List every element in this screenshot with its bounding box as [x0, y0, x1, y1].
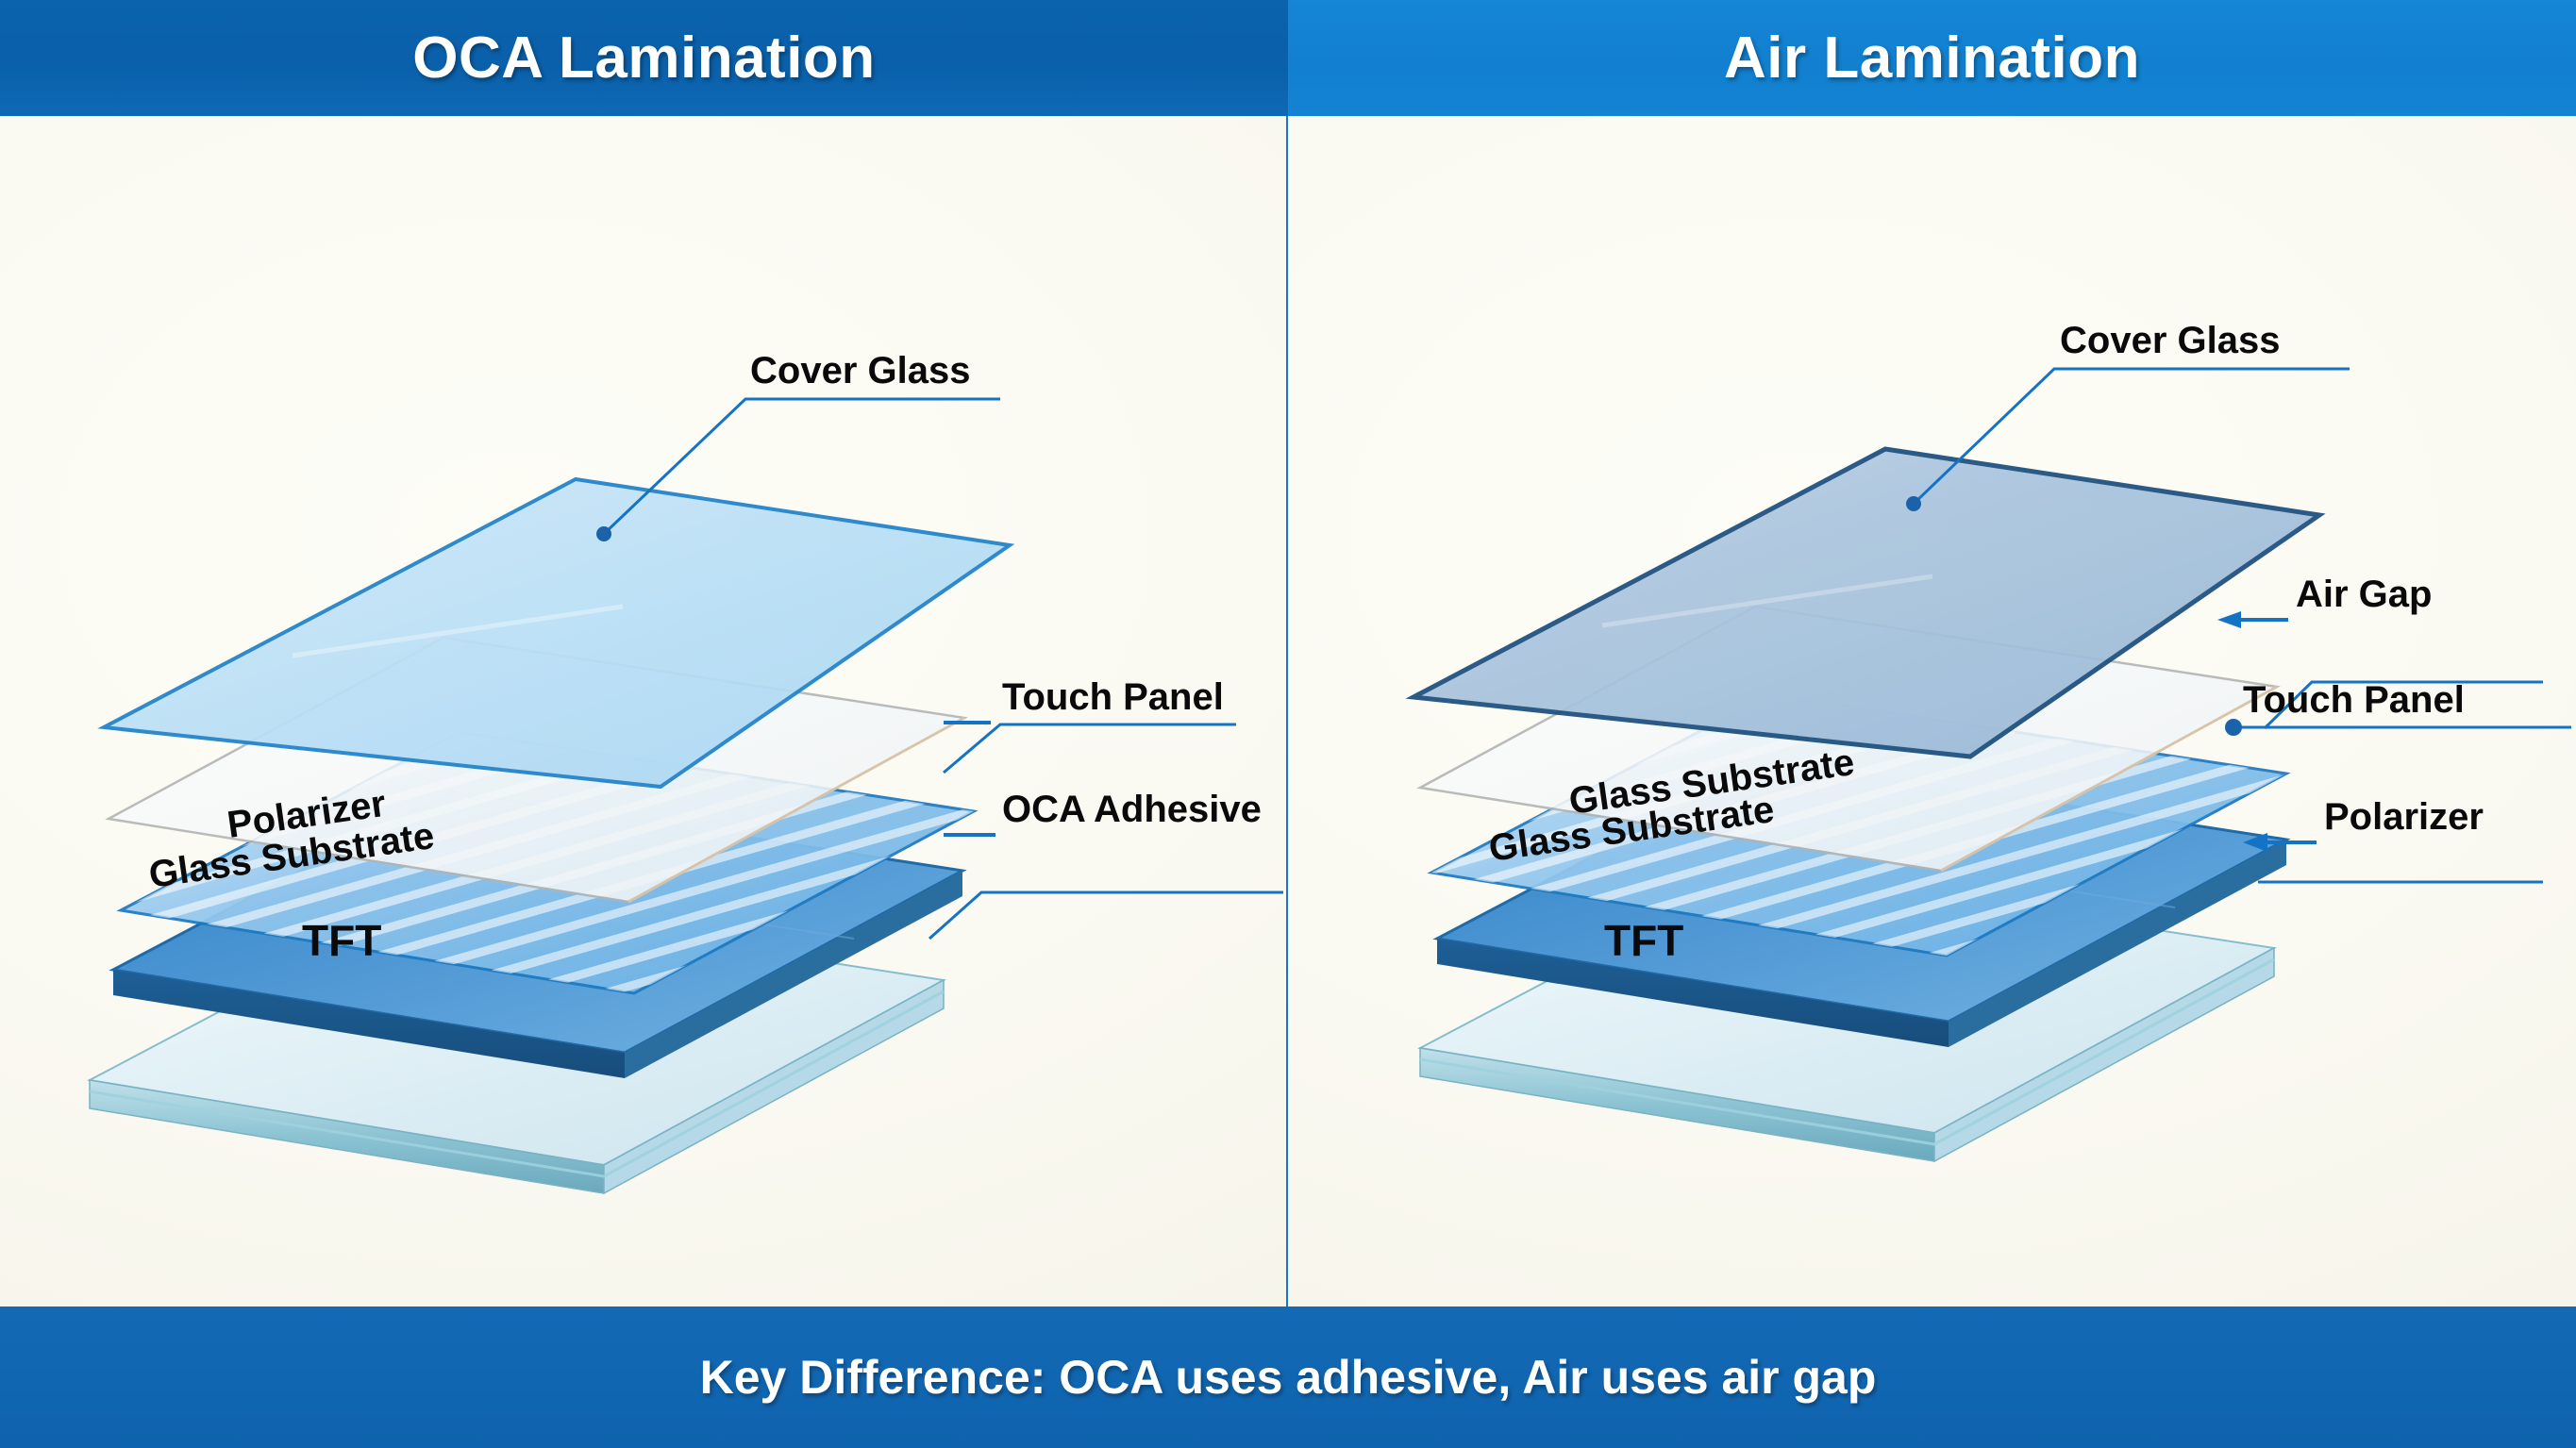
air-layer-stack: Cover Glass Air Gap Touch Panel Polari [1405, 320, 2571, 1163]
panel-title-oca: OCA Lamination [412, 25, 876, 91]
callout-label-cover-glass: Cover Glass [750, 350, 970, 391]
callout-touch-panel: Touch Panel [943, 676, 1236, 774]
callout-label-oca-adhesive: OCA Adhesive [1002, 789, 1262, 830]
panel-header-air: Air Lamination [1288, 0, 2576, 116]
panel-oca-lamination: Cover Glass Touch Panel OCA Adhesive Pol… [0, 116, 1288, 1307]
panel-air-lamination: Cover Glass Air Gap Touch Panel Polari [1288, 116, 2576, 1307]
callout-label-air-gap: Air Gap [2296, 574, 2432, 615]
layer-cover-glass [1405, 446, 2326, 759]
left-arrow-icon [2217, 611, 2241, 628]
callout-label-polarizer: Polarizer [2324, 796, 2484, 838]
footer-label-tft: TFT [1604, 916, 1683, 965]
key-difference-banner: Key Difference: OCA uses adhesive, Air u… [0, 1307, 2576, 1448]
callout-polarizer: Polarizer [2243, 796, 2543, 884]
callout-cover-glass: Cover Glass [1906, 320, 2350, 511]
panel-title-air: Air Lamination [1723, 25, 2141, 91]
callout-label-touch-panel: Touch Panel [2243, 679, 2465, 721]
layer-cover-glass [97, 476, 1015, 790]
callout-label-cover-glass: Cover Glass [2060, 320, 2280, 361]
left-arrow-icon [2243, 833, 2267, 852]
key-difference-text: Key Difference: OCA uses adhesive, Air u… [699, 1351, 1877, 1404]
oca-layer-stack: Cover Glass Touch Panel OCA Adhesive Pol… [86, 350, 1283, 1195]
footer-label-tft: TFT [302, 916, 381, 965]
callout-air-gap: Air Gap [2217, 574, 2543, 730]
callout-touch-panel: Touch Panel [2225, 679, 2571, 736]
callout-cover-glass: Cover Glass [596, 350, 1000, 541]
callout-label-touch-panel: Touch Panel [1002, 676, 1224, 718]
panel-header-oca: OCA Lamination [0, 0, 1288, 116]
callout-oca-adhesive: OCA Adhesive [928, 789, 1283, 940]
